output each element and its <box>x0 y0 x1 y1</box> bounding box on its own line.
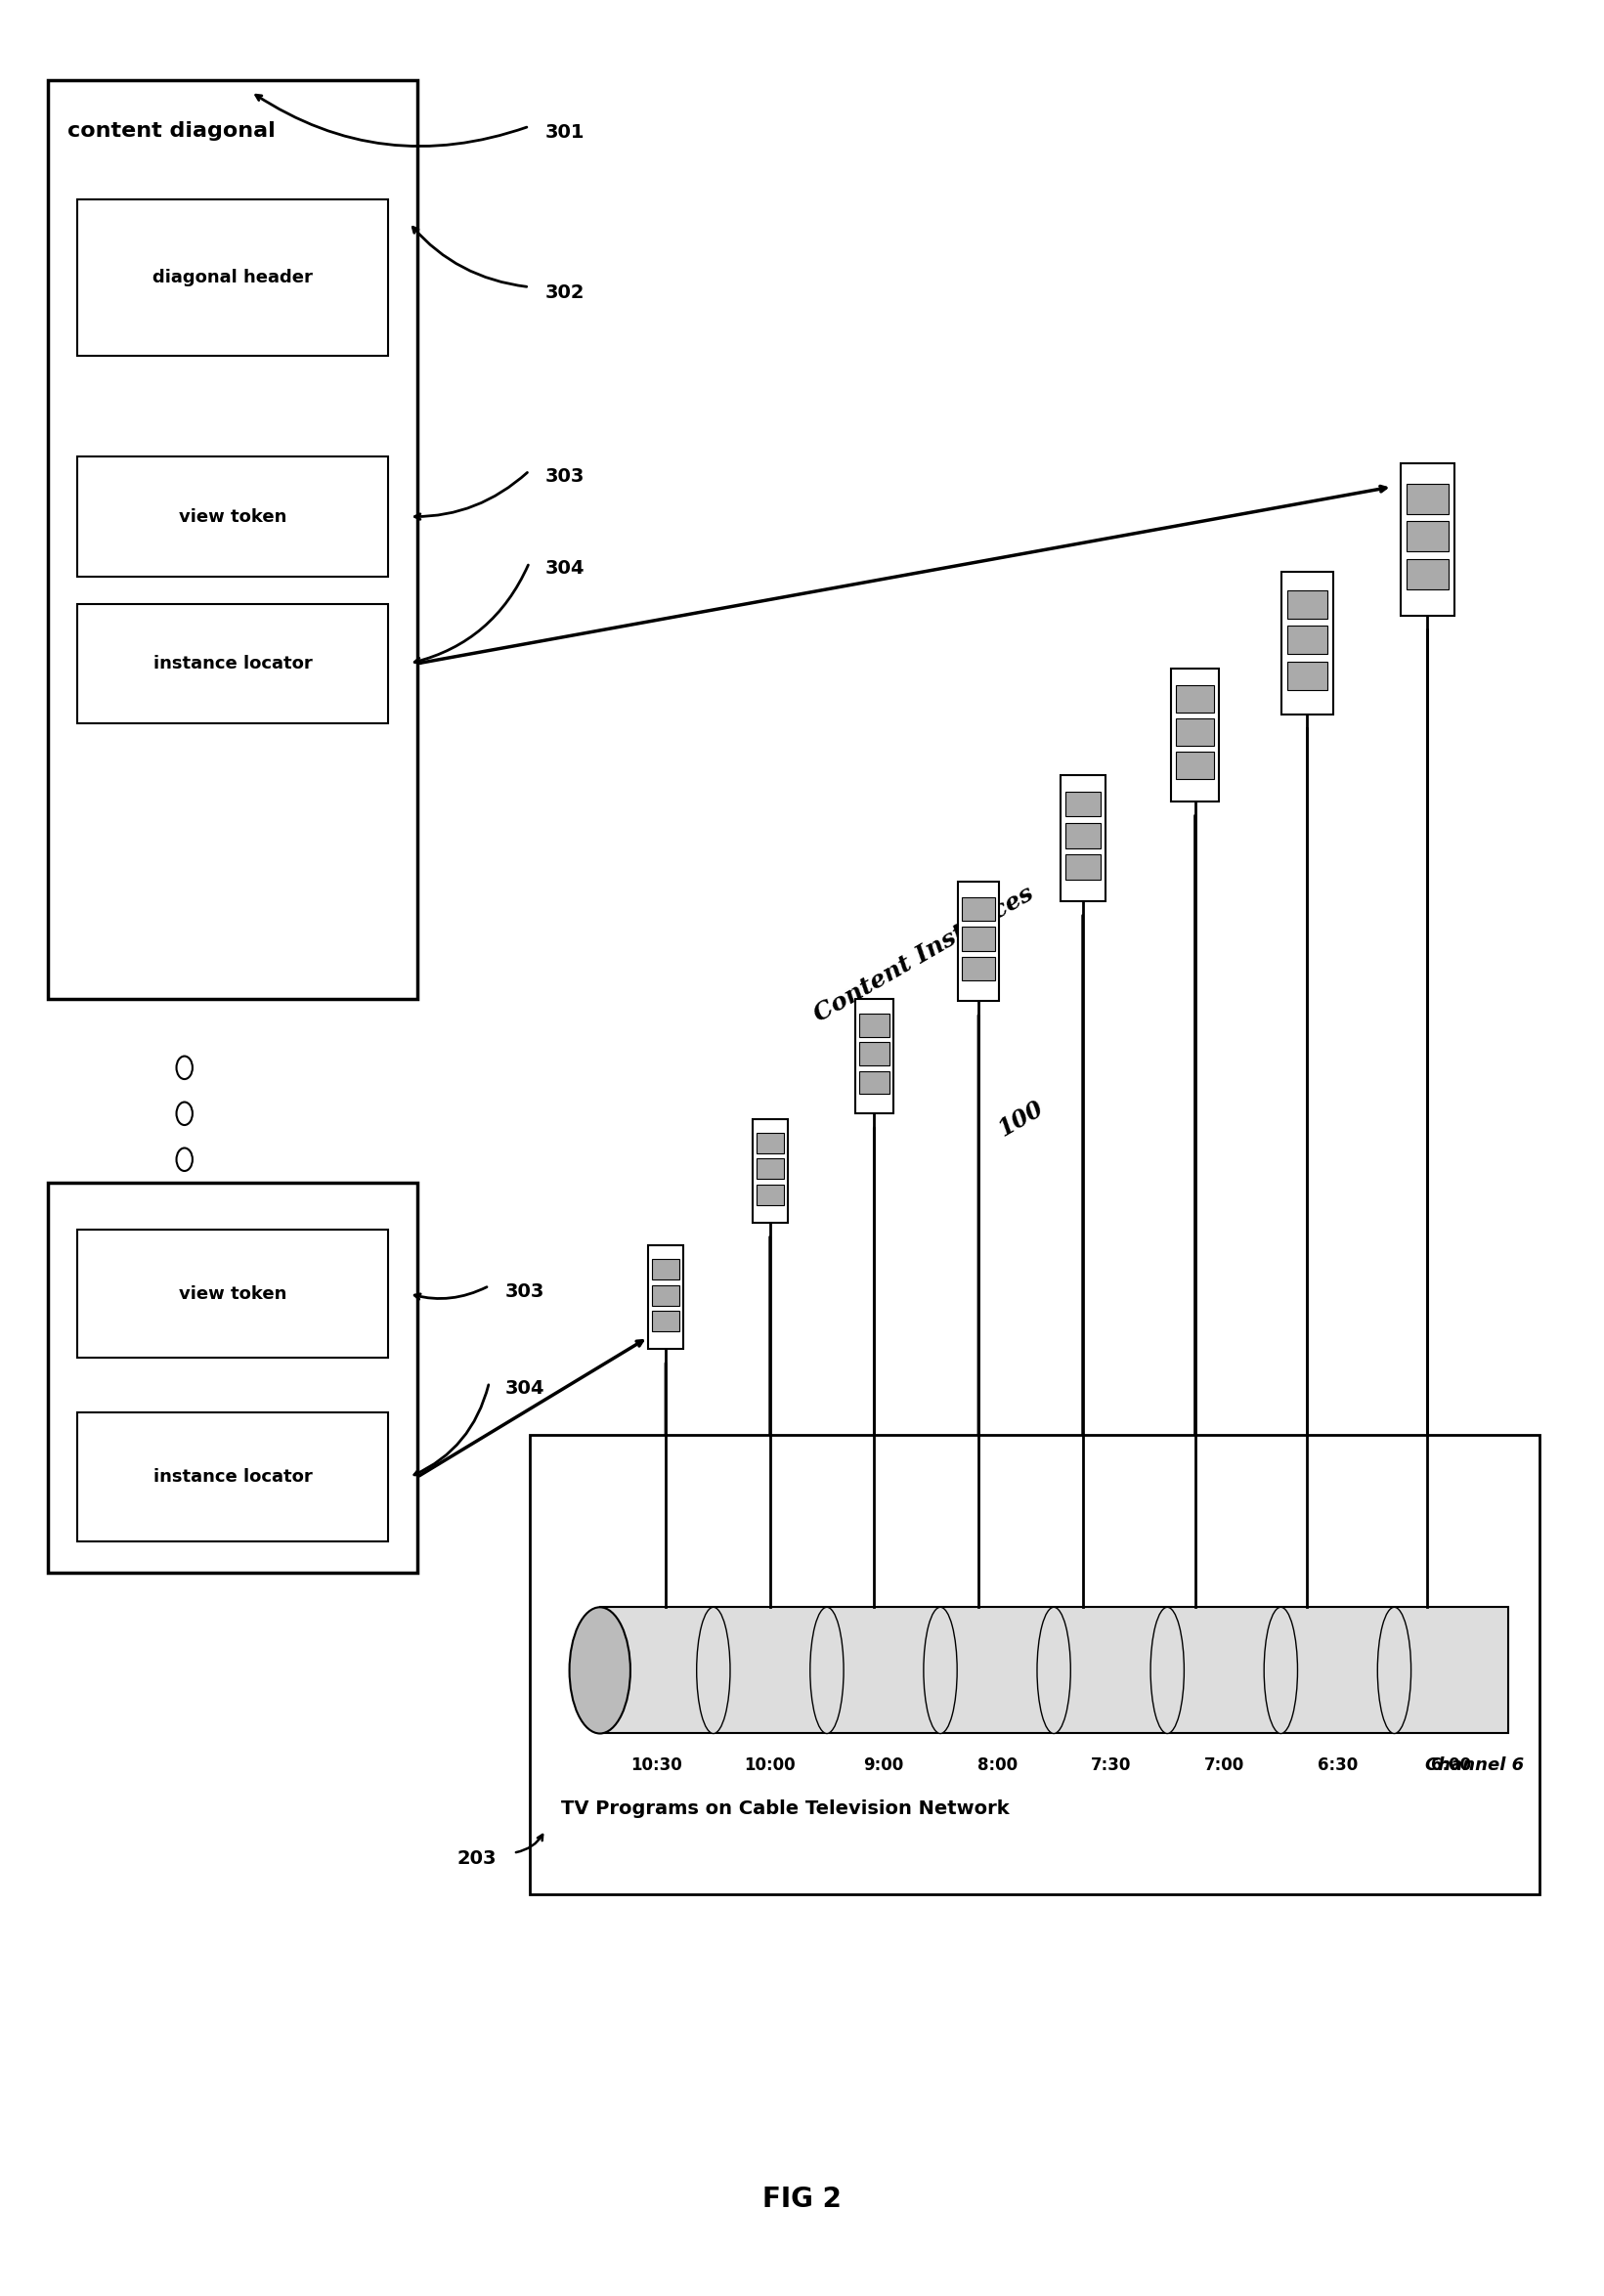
FancyBboxPatch shape <box>77 457 388 576</box>
FancyBboxPatch shape <box>1407 521 1448 551</box>
FancyBboxPatch shape <box>1065 854 1100 879</box>
Text: 8:00: 8:00 <box>977 1756 1017 1775</box>
FancyBboxPatch shape <box>1282 572 1333 714</box>
FancyBboxPatch shape <box>77 1412 388 1541</box>
FancyBboxPatch shape <box>1176 719 1214 746</box>
FancyBboxPatch shape <box>77 200 388 356</box>
FancyBboxPatch shape <box>48 1182 417 1573</box>
Ellipse shape <box>1264 1607 1298 1733</box>
Ellipse shape <box>810 1607 844 1733</box>
FancyBboxPatch shape <box>752 1120 788 1221</box>
FancyBboxPatch shape <box>1288 661 1327 689</box>
FancyBboxPatch shape <box>48 80 417 999</box>
FancyBboxPatch shape <box>860 1015 889 1038</box>
FancyBboxPatch shape <box>962 957 994 980</box>
FancyBboxPatch shape <box>648 1244 683 1350</box>
FancyBboxPatch shape <box>529 1435 1540 1894</box>
FancyBboxPatch shape <box>1060 774 1105 900</box>
FancyBboxPatch shape <box>651 1311 680 1332</box>
FancyBboxPatch shape <box>651 1286 680 1306</box>
FancyBboxPatch shape <box>600 1607 1508 1733</box>
Text: TV Programs on Cable Television Network: TV Programs on Cable Television Network <box>561 1800 1009 1818</box>
Text: 203: 203 <box>457 1851 497 1869</box>
Text: instance locator: instance locator <box>152 1469 313 1486</box>
FancyBboxPatch shape <box>958 882 999 1001</box>
Text: 7:00: 7:00 <box>1205 1756 1245 1775</box>
FancyBboxPatch shape <box>1407 560 1448 590</box>
FancyBboxPatch shape <box>651 1258 680 1279</box>
FancyBboxPatch shape <box>1171 668 1219 801</box>
FancyBboxPatch shape <box>1407 484 1448 514</box>
Ellipse shape <box>1378 1607 1412 1733</box>
Text: 9:00: 9:00 <box>863 1756 903 1775</box>
FancyBboxPatch shape <box>1288 627 1327 654</box>
Text: instance locator: instance locator <box>152 654 313 673</box>
Text: Channel 6: Channel 6 <box>1424 1756 1524 1775</box>
Text: 303: 303 <box>505 1283 545 1302</box>
FancyBboxPatch shape <box>77 1228 388 1357</box>
FancyBboxPatch shape <box>1400 464 1455 615</box>
Text: 6:00: 6:00 <box>1431 1756 1471 1775</box>
Text: diagonal header: diagonal header <box>152 269 313 287</box>
FancyBboxPatch shape <box>755 1159 784 1180</box>
Text: 302: 302 <box>545 285 585 303</box>
Text: 10:00: 10:00 <box>744 1756 796 1775</box>
FancyBboxPatch shape <box>1176 753 1214 778</box>
FancyBboxPatch shape <box>962 898 994 921</box>
FancyBboxPatch shape <box>755 1132 784 1153</box>
Text: Content Instances: Content Instances <box>810 882 1038 1026</box>
Ellipse shape <box>1150 1607 1184 1733</box>
FancyBboxPatch shape <box>1065 822 1100 847</box>
Text: content diagonal: content diagonal <box>67 122 276 142</box>
FancyBboxPatch shape <box>855 999 893 1114</box>
Text: 303: 303 <box>545 468 585 487</box>
FancyBboxPatch shape <box>860 1070 889 1095</box>
Text: 10:30: 10:30 <box>630 1756 682 1775</box>
Text: 304: 304 <box>505 1380 545 1398</box>
Text: FIG 2: FIG 2 <box>762 2186 842 2213</box>
Ellipse shape <box>924 1607 958 1733</box>
FancyBboxPatch shape <box>1065 792 1100 817</box>
FancyBboxPatch shape <box>860 1042 889 1065</box>
Text: 304: 304 <box>545 560 585 579</box>
Ellipse shape <box>569 1607 630 1733</box>
FancyBboxPatch shape <box>755 1185 784 1205</box>
FancyBboxPatch shape <box>1288 590 1327 618</box>
FancyBboxPatch shape <box>1176 687 1214 712</box>
Text: 6:30: 6:30 <box>1317 1756 1357 1775</box>
FancyBboxPatch shape <box>962 928 994 951</box>
Text: view token: view token <box>178 1286 287 1302</box>
Ellipse shape <box>1038 1607 1070 1733</box>
Text: view token: view token <box>178 507 287 526</box>
FancyBboxPatch shape <box>77 604 388 723</box>
Text: 301: 301 <box>545 124 585 142</box>
Ellipse shape <box>696 1607 730 1733</box>
Text: 7:30: 7:30 <box>1091 1756 1131 1775</box>
Text: 100: 100 <box>994 1097 1047 1141</box>
